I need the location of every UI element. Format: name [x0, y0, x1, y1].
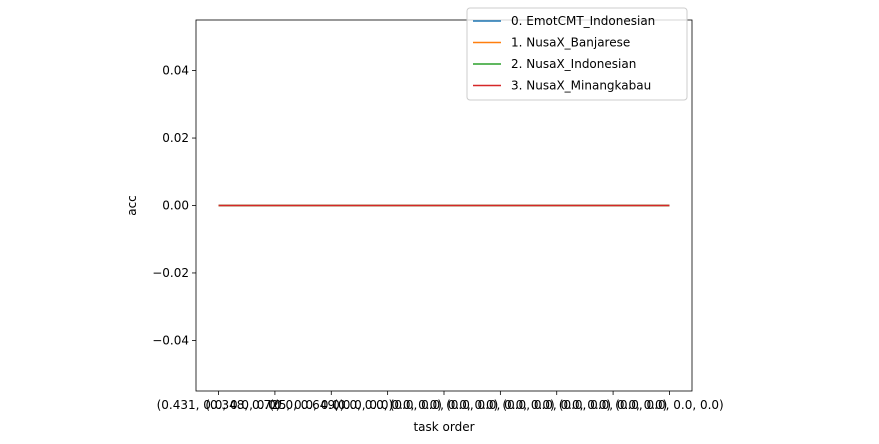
legend-label: 1. NusaX_Banjarese [511, 36, 630, 50]
x-axis-label: task order [413, 420, 474, 434]
x-axis-ticks: (0.431, 0.0, 0.0, 0.0)(0.348, 0.725, 0.0… [157, 391, 724, 412]
x-tick-label: (0.431, 0.0, 0.0, 0.0) [157, 398, 281, 412]
legend-label: 3. NusaX_Minangkabau [511, 79, 651, 93]
y-tick-label: 0.00 [162, 199, 189, 213]
y-axis-label: acc [125, 195, 139, 216]
y-tick-label: 0.02 [162, 131, 189, 145]
x-tick-label: (0.348, 0.725, 0.0, 0.0) [205, 398, 344, 412]
legend-label: 2. NusaX_Indonesian [511, 57, 636, 71]
y-tick-label: 0.04 [162, 64, 189, 78]
legend-box [466, 7, 688, 101]
x-tick-label: (0.0, 0.0, 0.0, 0.0) [333, 398, 442, 412]
legend: 0. EmotCMT_Indonesian 1. NusaX_Banjarese 2… [466, 7, 688, 101]
x-tick-label: (0.0, 0.0, 0.0, 0.0) [615, 398, 724, 412]
x-tick-label: (0.0, 0.0, 0.0, 0.0) [559, 398, 668, 412]
x-tick-label: (0.0, 0.0, 0.0, 0.0) [502, 398, 611, 412]
x-tick-label: (0.0, 0.0, 0.0, 0.0) [390, 398, 499, 412]
x-tick-label: (0.0, 0.649, 0.0, 0.0) [269, 398, 393, 412]
x-tick-label: (0.0, 0.0, 0.0, 0.0) [446, 398, 555, 412]
y-tick-label: −0.02 [152, 266, 189, 280]
y-axis-ticks: −0.04 −0.02 0.00 0.02 0.04 [152, 64, 196, 347]
legend-label: 0. EmotCMT_Indonesian [511, 14, 655, 28]
y-tick-label: −0.04 [152, 333, 189, 347]
